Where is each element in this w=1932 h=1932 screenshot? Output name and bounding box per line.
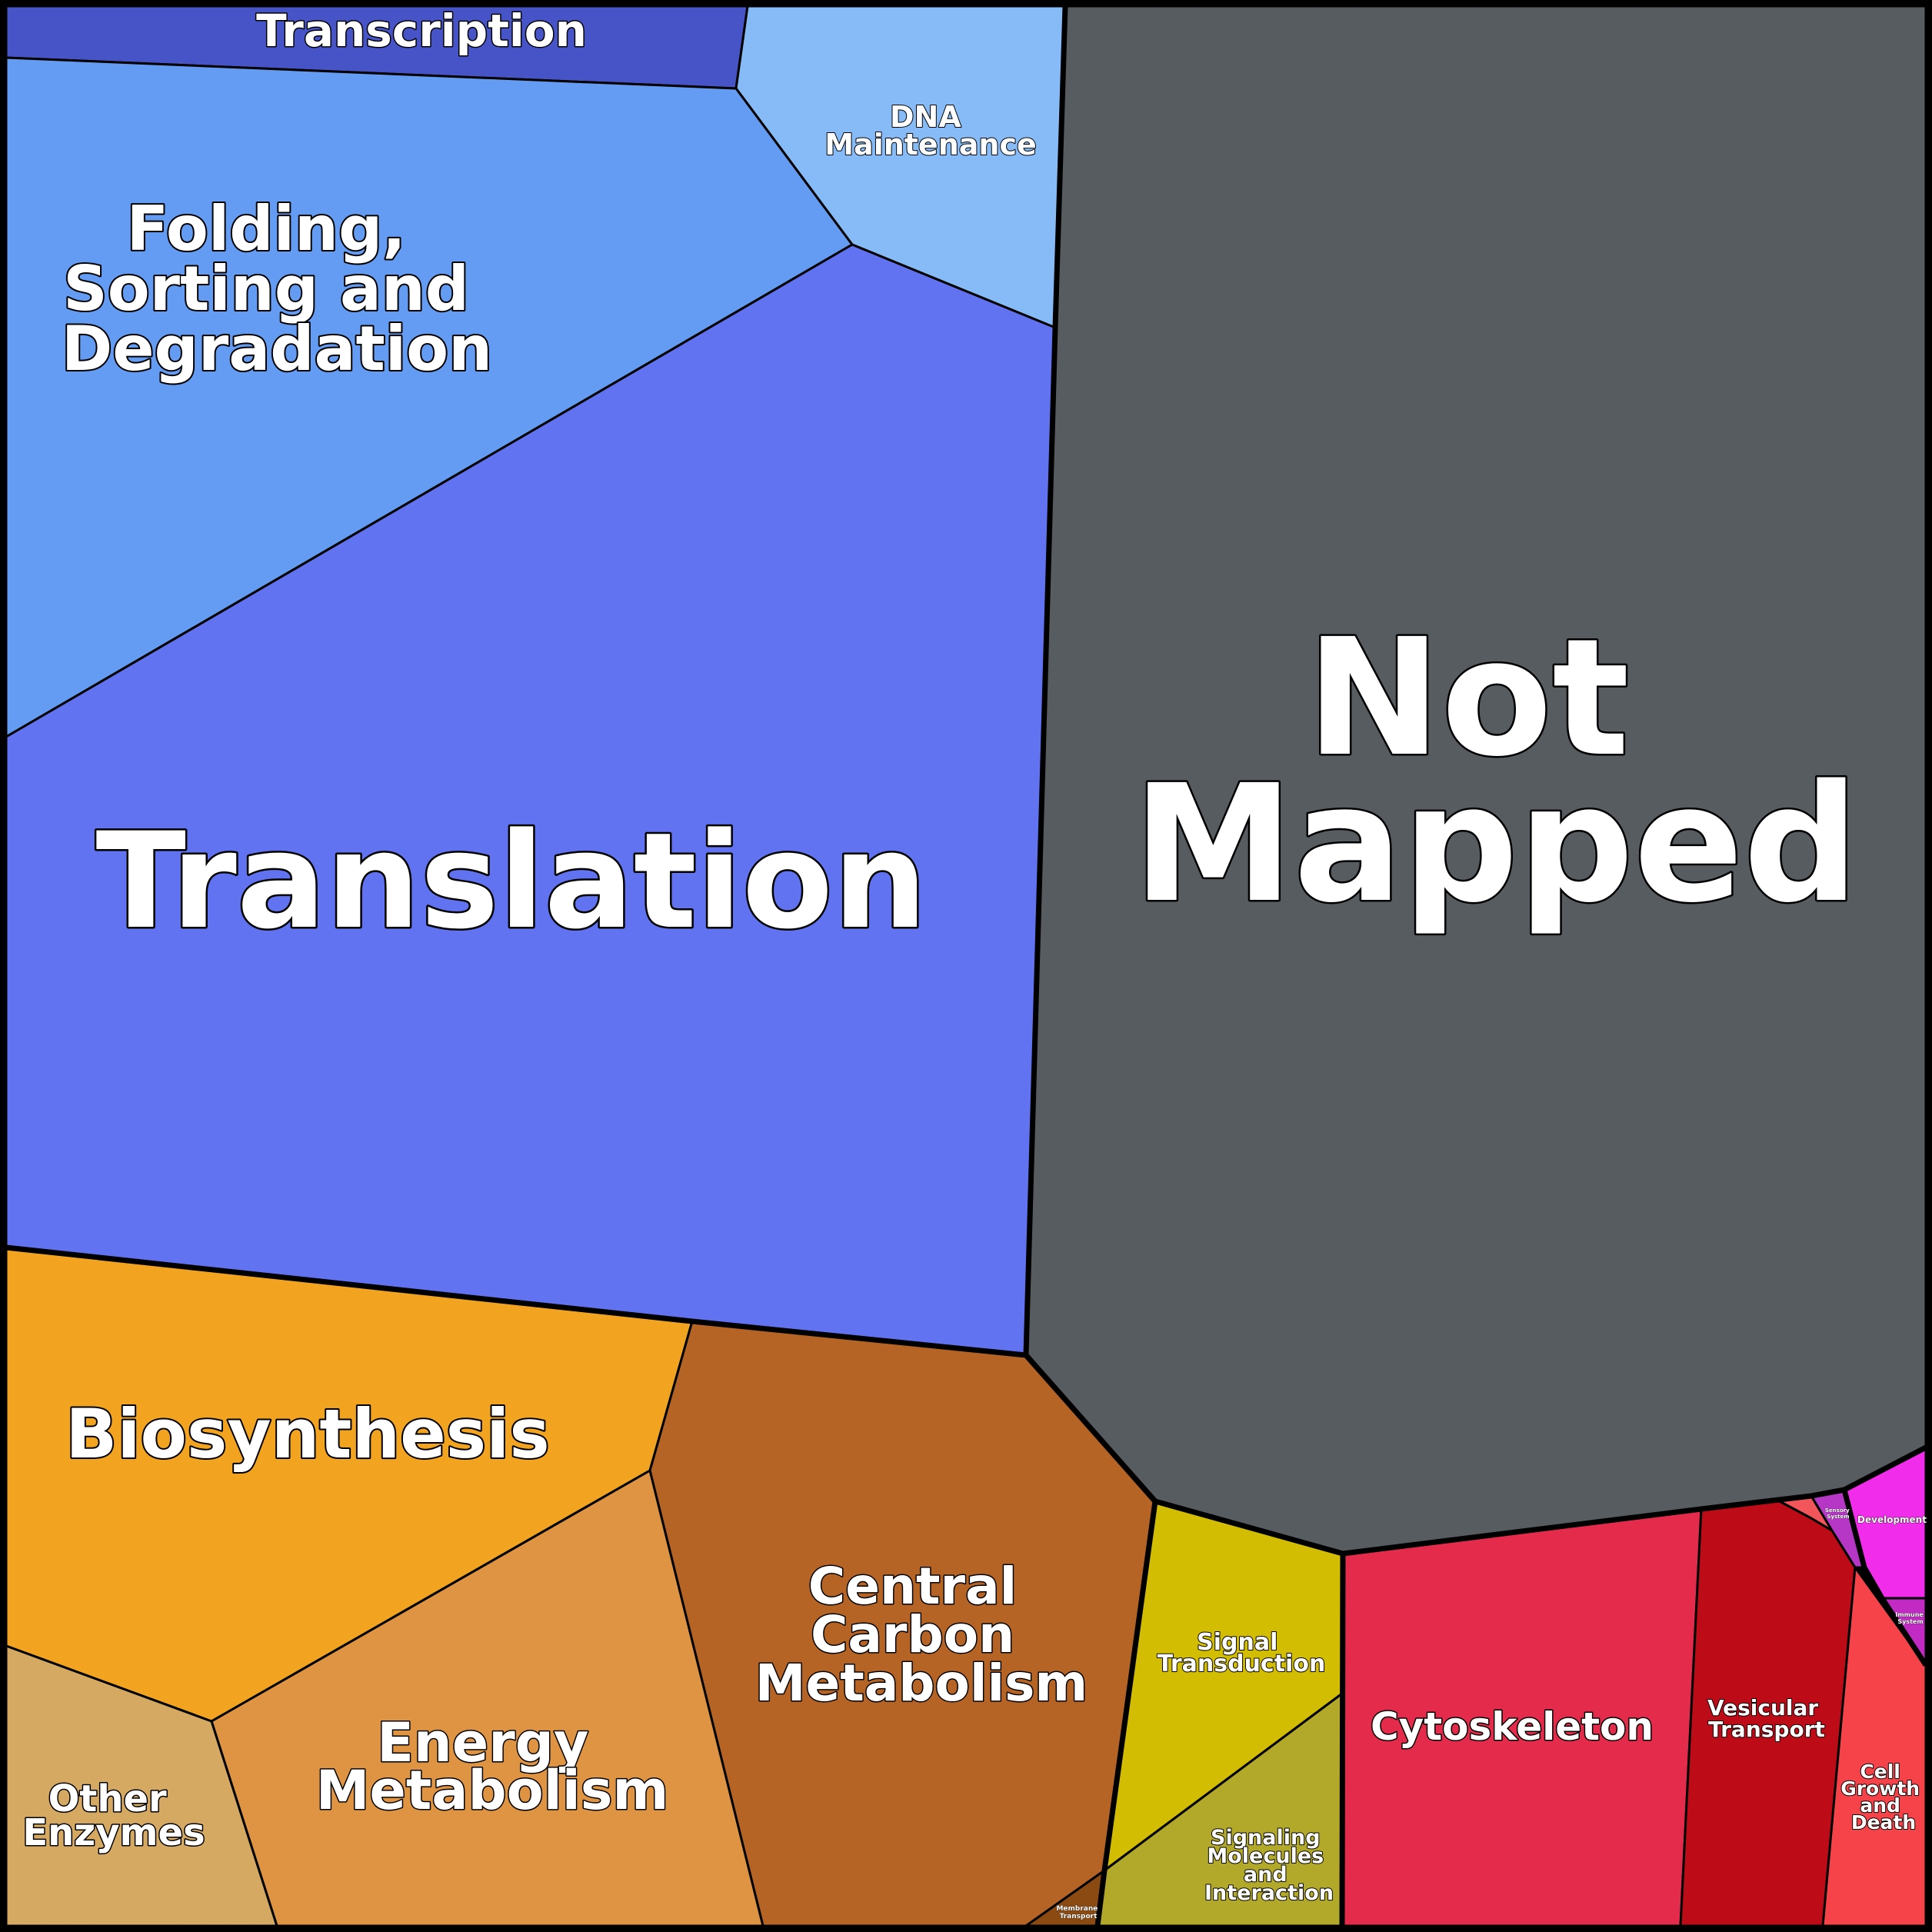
group-boundary-cellular [1339,1553,1346,1927]
label-signal-transduction: Signal Transduction [1158,1629,1326,1677]
label-transcription: Transcription [256,5,587,57]
label-central-carbon-metabolism: Central Carbon Metabolism [755,1557,1088,1713]
label-cell-growth-and-death: Cell Growth and Death [1840,1760,1927,1834]
group-boundary-environment [1094,1501,1158,1927]
label-not-mapped: Not Mapped [1133,604,1859,938]
label-signaling-molecules: Signaling Molecules and Interaction [1204,1826,1334,1905]
label-membrane-transport: Membrane Transport [1056,1905,1100,1920]
label-development: Development [1857,1514,1927,1525]
label-dna-maintenance: DNA Maintenance [824,100,1037,162]
label-cytoskeleton: Cytoskeleton [1371,1704,1654,1749]
label-translation: Translation [96,804,928,958]
label-immune-system: Immune System [1895,1611,1925,1625]
group-boundary-info [1023,5,1068,1356]
label-vesicular-transport: Vesicular Transport [1707,1695,1826,1742]
label-folding-sorting-degradation: Folding, Sorting and Degradation [62,193,492,385]
label-other-enzymes: Other Enzymes [22,1777,205,1854]
label-sensory-system: Sensory System [1825,1507,1851,1520]
label-energy-metabolism: Energy Metabolism [316,1711,669,1822]
label-biosynthesis: Biosynthesis [65,1394,549,1474]
group-boundary-organismal [1841,1489,1928,1667]
